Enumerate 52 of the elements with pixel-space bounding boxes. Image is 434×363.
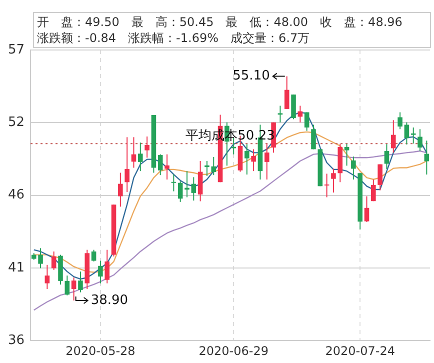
candlestick: [331, 168, 336, 194]
text: 开 盘：49.50 最 高：50.45 最 低：48.00 收 盘：48.96: [37, 14, 404, 30]
candlestick: [104, 249, 110, 284]
candlestick: [364, 196, 370, 223]
candlestick: [118, 172, 123, 208]
candlestick: [144, 136, 150, 158]
candlestick: [324, 173, 330, 198]
candlestick: [98, 260, 103, 284]
candlestick: [71, 277, 76, 301]
candlestick: [51, 250, 56, 270]
candlestick: [264, 144, 270, 180]
candlestick: [64, 275, 70, 296]
candlestick: [44, 264, 50, 290]
candlestick: [251, 148, 256, 172]
candlestick: [418, 128, 422, 152]
candlestick: [278, 105, 283, 123]
candlestick: [344, 143, 350, 166]
annotation: 55.10: [232, 68, 270, 84]
candlestick: [191, 176, 196, 202]
candlestick: [390, 120, 396, 154]
candlestick: [424, 140, 430, 176]
text: 涨跌额：-0.84 涨跌幅：-1.69% 成交量：6.7万: [37, 30, 311, 46]
y-tick-label: 52: [8, 115, 25, 130]
candlestick: [351, 156, 356, 180]
y-tick-label: 36: [8, 332, 25, 348]
y-tick-label: 57: [8, 42, 25, 58]
candlestick: [244, 144, 250, 176]
y-tick-label: 46: [8, 188, 25, 203]
annotation: 38.90: [90, 292, 128, 308]
x-tick-label: 2020-06-29: [198, 344, 268, 358]
candlestick: [164, 154, 170, 180]
candlestick: [398, 112, 402, 130]
y-tick-label: 41: [8, 260, 25, 276]
candlestick: [384, 144, 390, 170]
candlestick: [378, 164, 382, 191]
candlestick: [78, 271, 83, 293]
candlestick: [291, 94, 296, 120]
candlestick: [304, 112, 310, 132]
candlestick: [171, 174, 176, 192]
x-tick-label: 2020-07-24: [325, 344, 395, 358]
x-tick-label: 2020-05-28: [66, 344, 136, 358]
candlestick: [404, 122, 410, 146]
candlestick: [178, 180, 183, 202]
candlestick: [311, 124, 316, 150]
candlestick: [410, 126, 416, 144]
candlestick: [284, 76, 290, 110]
candlestick: [138, 142, 143, 172]
candlestick: [124, 136, 130, 192]
candlestick: [371, 179, 376, 202]
candlestick: [158, 154, 163, 176]
candlestick: [91, 249, 96, 262]
candlestick: [198, 160, 203, 202]
